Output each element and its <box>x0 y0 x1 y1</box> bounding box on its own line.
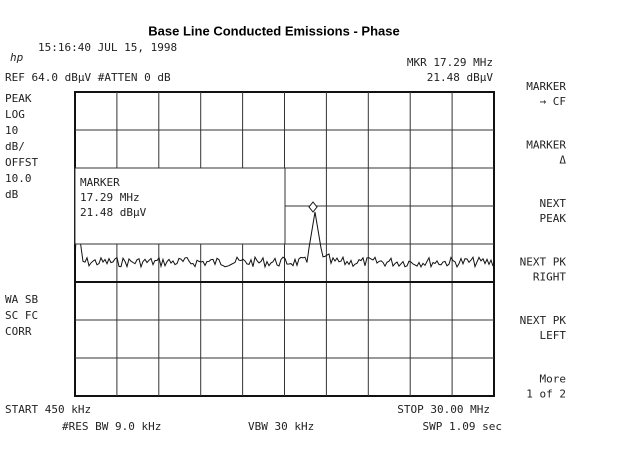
start-freq: START 450 kHz <box>5 403 91 416</box>
side-label: PEAK <box>5 92 32 105</box>
softkey-label: → CF <box>540 95 567 108</box>
side-label: OFFST <box>5 156 38 169</box>
marker-diamond <box>308 201 318 213</box>
vbw: VBW 30 kHz <box>248 420 314 433</box>
res-bw: #RES BW 9.0 kHz <box>62 420 161 433</box>
logo: hp <box>10 51 24 64</box>
softkey-label: NEXT PK <box>520 256 567 269</box>
marker-text: 21.48 dBµV <box>80 206 147 219</box>
sweep: SWP 1.09 sec <box>423 420 502 433</box>
side-label: WA SB <box>5 293 38 306</box>
side-label: 10 <box>5 124 18 137</box>
softkey-label: More <box>540 373 567 386</box>
side-label: SC FC <box>5 309 38 322</box>
stop-freq: STOP 30.00 MHz <box>397 403 490 416</box>
timestamp: 15:16:40 JUL 15, 1998 <box>38 41 177 54</box>
trace <box>74 211 494 269</box>
softkey-label: MARKER <box>526 80 566 93</box>
side-label: LOG <box>5 108 25 121</box>
marker-freq: MKR 17.29 MHz <box>407 56 493 69</box>
softkey-label: PEAK <box>540 212 567 225</box>
side-label: dB/ <box>5 140 25 153</box>
side-label: 10.0 <box>5 172 32 185</box>
side-label: dB <box>5 188 19 201</box>
marker-level: 21.48 dBµV <box>427 71 494 84</box>
softkey-label: LEFT <box>540 329 567 342</box>
marker-text: 17.29 MHz <box>80 191 140 204</box>
title: Base Line Conducted Emissions - Phase <box>148 23 399 38</box>
marker-text: MARKER <box>80 176 120 189</box>
softkey-label: NEXT <box>540 197 567 210</box>
softkey-label: RIGHT <box>533 271 566 284</box>
softkey-label: NEXT PK <box>520 314 567 327</box>
softkey-label: Δ <box>559 154 566 167</box>
side-label: CORR <box>5 325 32 338</box>
ref-level: REF 64.0 dBµV #ATTEN 0 dB <box>5 71 171 84</box>
softkey-label: 1 of 2 <box>526 388 566 401</box>
softkey-label: MARKER <box>526 139 566 152</box>
